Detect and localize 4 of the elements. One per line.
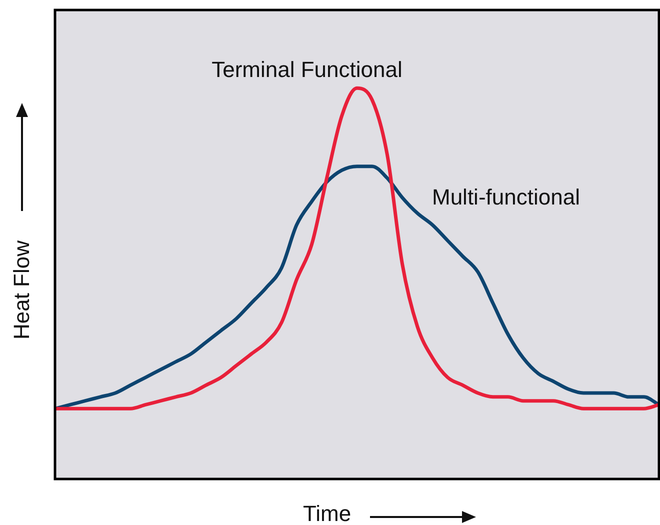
y-axis-title: Heat Flow bbox=[9, 240, 35, 340]
series-label: Terminal Functional bbox=[212, 57, 402, 82]
x-axis-title: Time bbox=[303, 501, 352, 525]
series-label: Multi-functional bbox=[432, 184, 580, 210]
